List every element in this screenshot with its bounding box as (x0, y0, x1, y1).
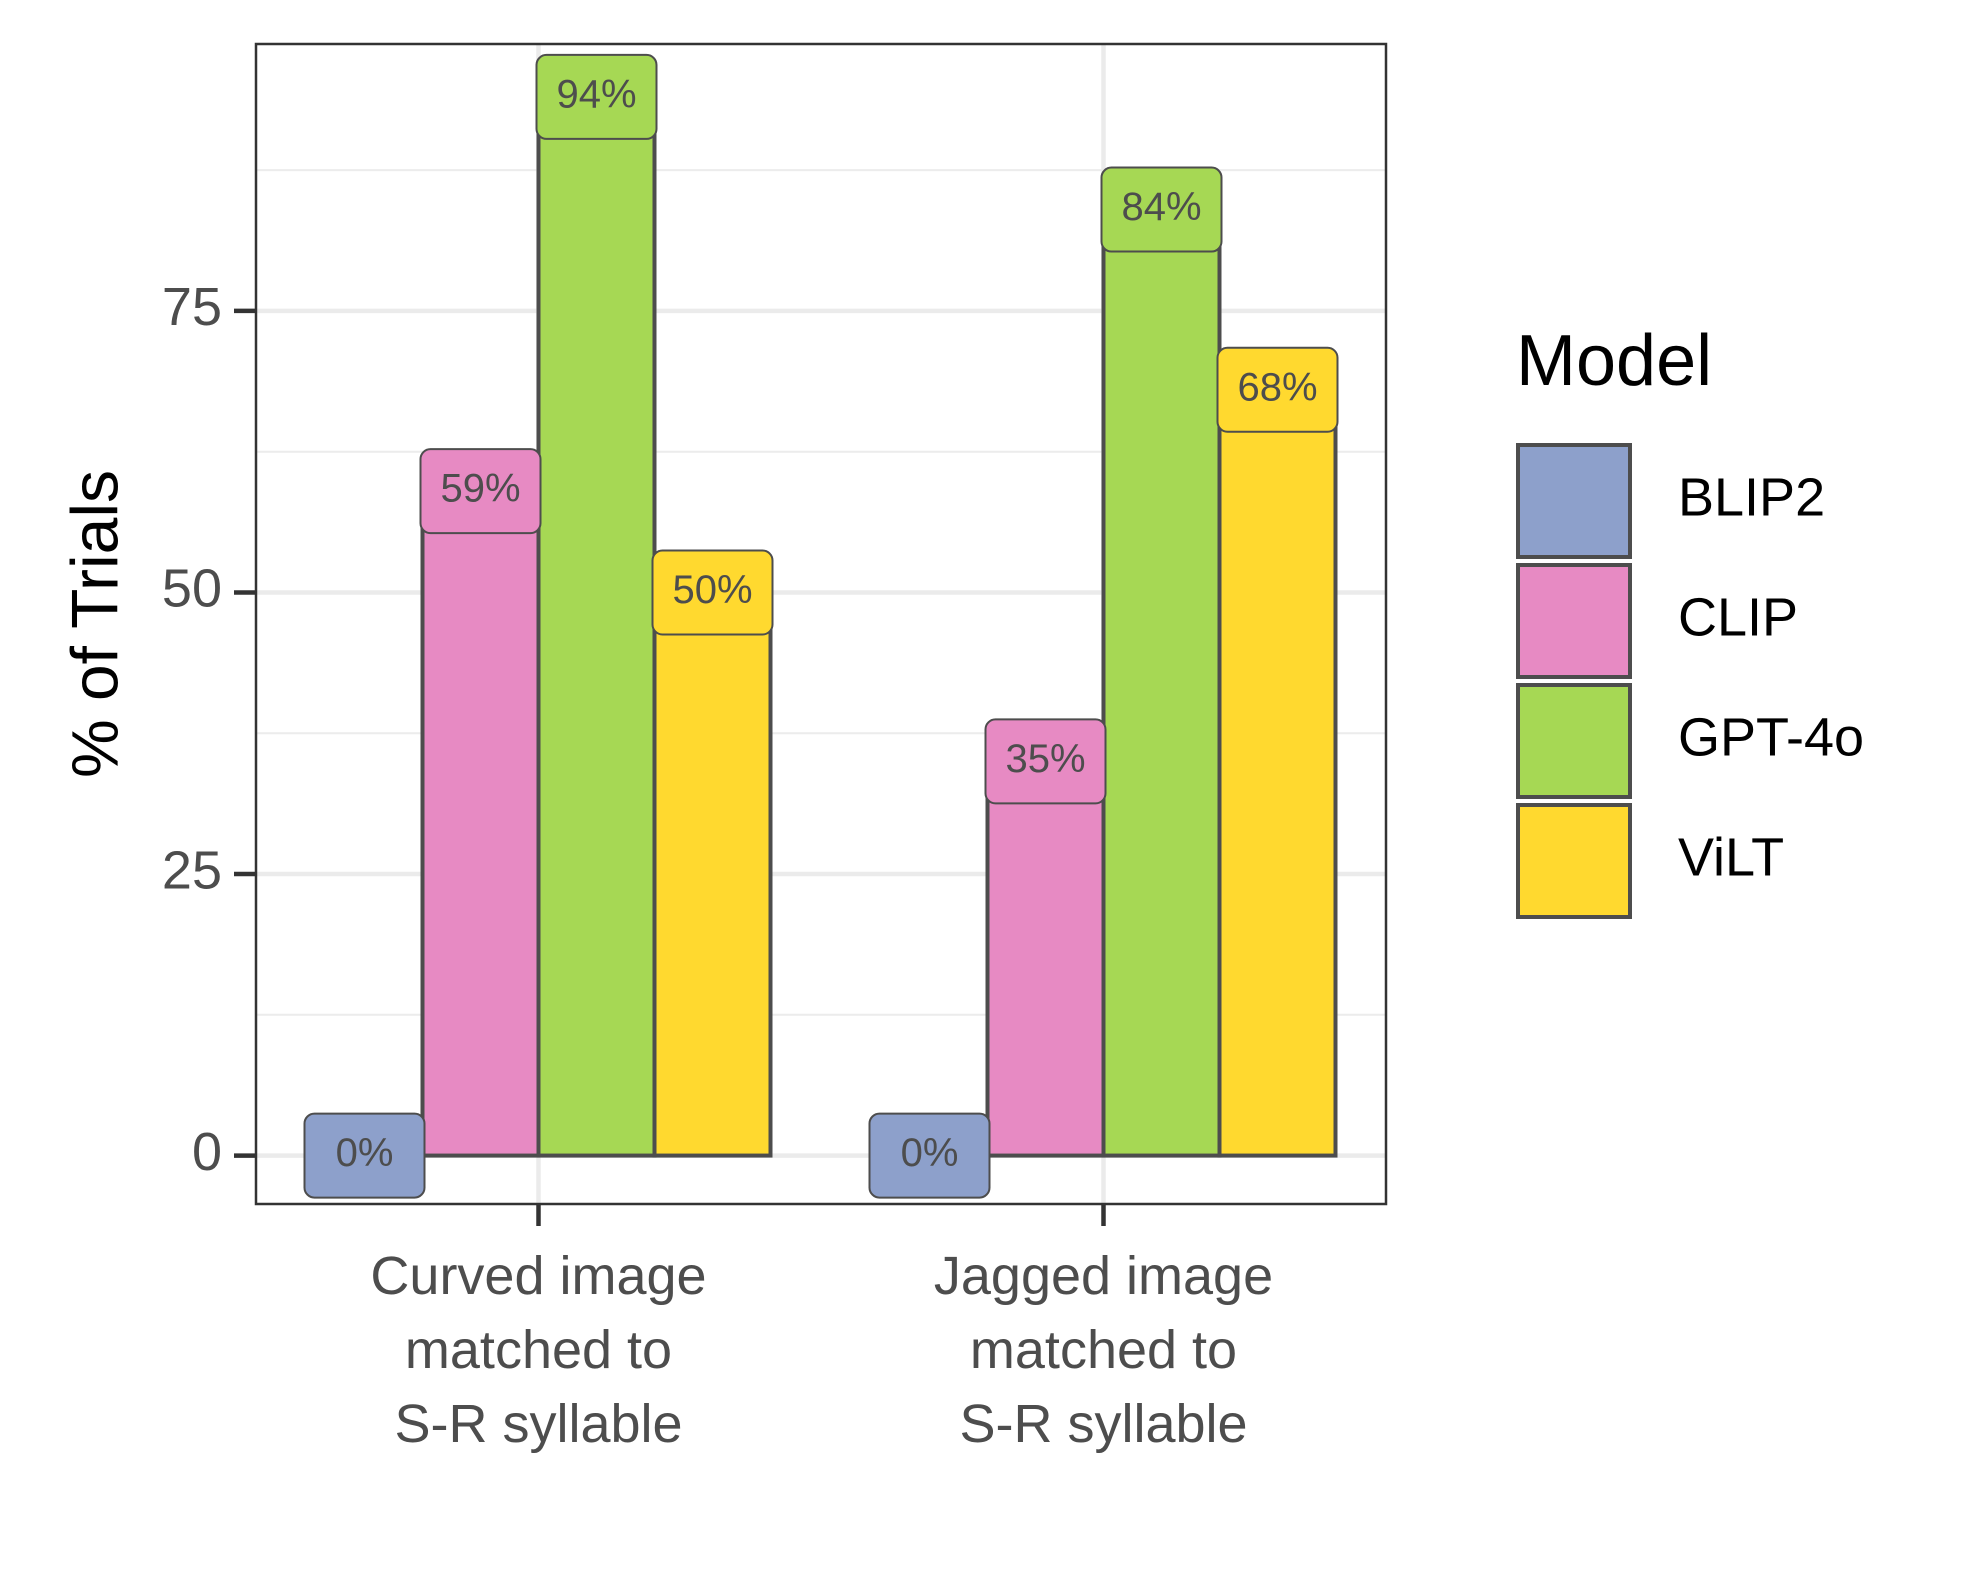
y-axis: 0 25 50 75 (162, 277, 256, 1182)
data-labels: 0% 59% 94% 50% 0% 35% 84% 68% (303, 53, 1339, 1199)
svg-text:0%: 0% (901, 1131, 959, 1175)
x-tick-label: Jagged image matched to S-R syllable (934, 1246, 1273, 1454)
svg-text:94%: 94% (556, 72, 636, 116)
legend: Model BLIP2 CLIP GPT-4o ViLT (1516, 321, 1864, 919)
y-tick-label: 50 (162, 559, 222, 619)
x-axis: Curved image matched to S-R syllable Jagged… (370, 1204, 1273, 1454)
data-label-gpt-4o: 94% (535, 53, 658, 140)
legend-swatch (1516, 443, 1632, 559)
y-tick-label: 75 (162, 277, 222, 337)
legend-label: BLIP2 (1678, 467, 1825, 527)
y-tick-label: 0 (192, 1122, 222, 1182)
bar-clip (985, 759, 1106, 1158)
svg-text:35%: 35% (1005, 737, 1085, 781)
bar-clip (420, 489, 541, 1158)
legend-swatch (1516, 563, 1632, 679)
bar-gpt-4o (536, 94, 657, 1158)
data-label-clip: 59% (419, 448, 542, 535)
svg-text:0%: 0% (336, 1131, 394, 1175)
legend-swatch (1516, 683, 1632, 799)
data-label-vilt: 68% (1216, 346, 1339, 433)
legend-item-gpt-4o: GPT-4o (1516, 683, 1864, 799)
data-label-vilt: 50% (651, 549, 774, 636)
legend-label: ViLT (1678, 827, 1784, 887)
legend-swatch (1516, 803, 1632, 919)
svg-text:84%: 84% (1121, 185, 1201, 229)
svg-text:50%: 50% (672, 568, 752, 612)
bar-vilt (1217, 387, 1338, 1158)
data-label-clip: 35% (984, 718, 1107, 805)
y-tick-label: 25 (162, 840, 222, 900)
svg-text:59%: 59% (440, 467, 520, 511)
legend-item-clip: CLIP (1516, 563, 1798, 679)
data-label-blip2: 0% (868, 1112, 991, 1199)
bar-vilt (652, 590, 773, 1158)
legend-label: CLIP (1678, 587, 1798, 647)
data-label-blip2: 0% (303, 1112, 426, 1199)
legend-item-vilt: ViLT (1516, 803, 1784, 919)
y-axis-title: % of Trials (57, 470, 131, 778)
bars (420, 94, 1338, 1158)
legend-title: Model (1516, 321, 1712, 401)
legend-item-blip2: BLIP2 (1516, 443, 1825, 559)
panel-border (254, 42, 1388, 1206)
legend-label: GPT-4o (1678, 707, 1864, 767)
svg-text:68%: 68% (1237, 365, 1317, 409)
bar-gpt-4o (1101, 207, 1222, 1158)
x-tick-label: Curved image matched to S-R syllable (370, 1246, 706, 1454)
data-label-gpt-4o: 84% (1100, 166, 1223, 253)
